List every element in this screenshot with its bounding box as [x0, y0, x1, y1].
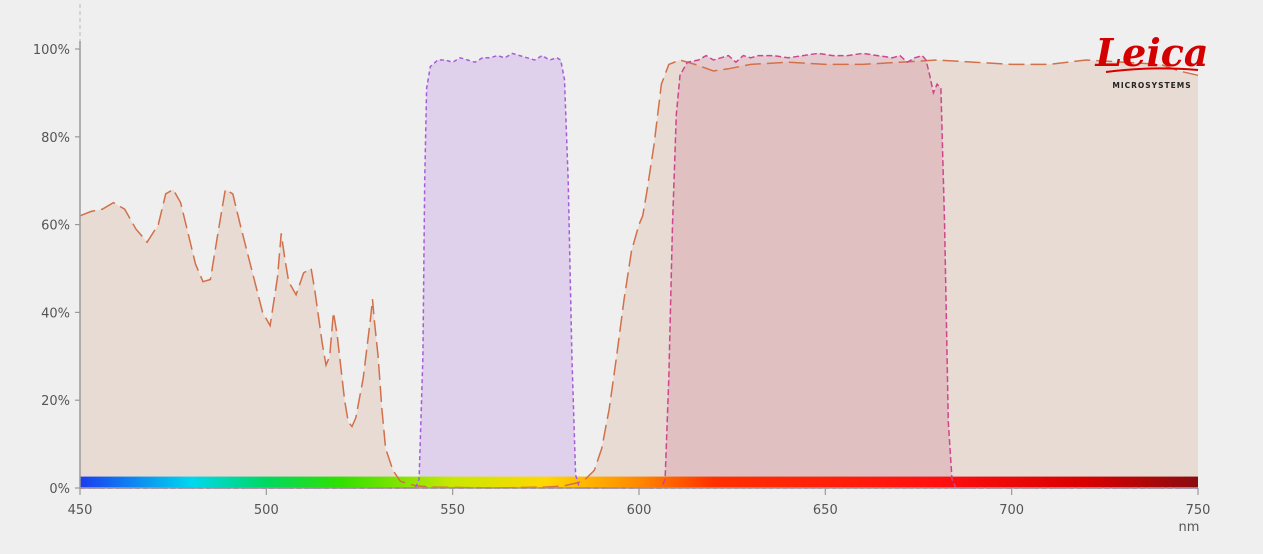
axes: 0% 20% 40% 60% 80% 100% 450 500 550 600 650 700 750 n… — [33, 4, 1211, 535]
leica-logo: Leica MICROSYSTEMS — [1094, 30, 1208, 90]
x-axis-label: nm — [1179, 520, 1200, 535]
series-areas — [80, 53, 1198, 489]
series-line-2 — [80, 52, 1198, 489]
logo-subtitle: MICROSYSTEMS — [1112, 81, 1191, 90]
y-tick-label: 60% — [41, 219, 70, 234]
y-tick-label: 80% — [41, 131, 70, 146]
x-tick-label: 500 — [254, 503, 279, 518]
y-tick-label: 20% — [41, 394, 70, 409]
logo-underline — [1105, 67, 1199, 73]
series-line-1 — [79, 59, 1199, 489]
x-tick-label: 650 — [813, 503, 838, 518]
spectrum-bar — [80, 476, 1198, 488]
x-tick-label: 700 — [999, 503, 1024, 518]
y-tick-label: 100% — [33, 43, 70, 58]
x-tick-label: 600 — [627, 503, 652, 518]
spectrum-gradient — [80, 476, 1198, 488]
y-tick-label: 40% — [41, 306, 70, 321]
x-tick-label: 550 — [440, 503, 465, 518]
series-line-3 — [80, 52, 1198, 489]
series-lines — [79, 52, 1199, 489]
series-area-1 — [80, 60, 1198, 488]
series-area-3 — [80, 53, 1198, 489]
x-tick-label: 750 — [1186, 503, 1211, 518]
y-tick-label: 0% — [49, 482, 70, 497]
x-tick-label: 450 — [68, 503, 93, 518]
